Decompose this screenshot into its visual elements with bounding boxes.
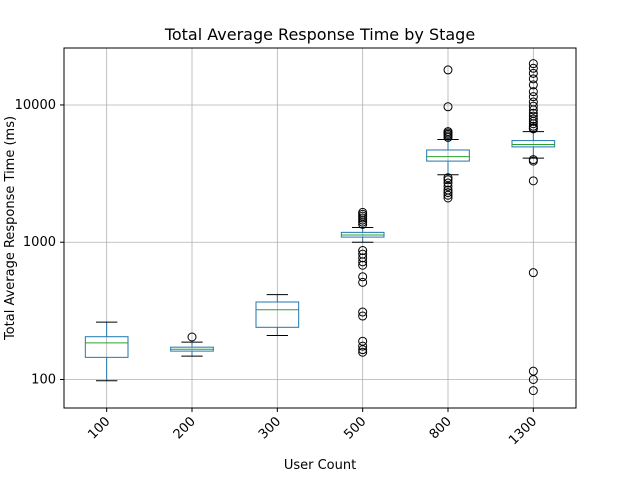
outlier-point bbox=[443, 178, 453, 188]
outlier-point bbox=[358, 347, 368, 357]
iqr-box bbox=[255, 301, 300, 328]
y-tick-label: 100 bbox=[31, 373, 56, 388]
outlier-point bbox=[358, 260, 368, 270]
outlier-point bbox=[528, 101, 538, 111]
y-axis-label: Total Average Response Time (ms) bbox=[3, 116, 18, 341]
box-group-800 bbox=[426, 65, 470, 203]
outlier-point bbox=[528, 80, 538, 90]
outlier-point bbox=[528, 375, 538, 385]
outlier-point bbox=[443, 181, 453, 191]
outlier-point bbox=[358, 307, 368, 317]
outlier-point bbox=[528, 105, 538, 115]
outlier-point bbox=[528, 63, 538, 73]
box-group-100 bbox=[84, 321, 129, 382]
grid-layer bbox=[64, 48, 576, 408]
outlier-point bbox=[528, 68, 538, 78]
outlier-point bbox=[358, 207, 368, 217]
outlier-point bbox=[528, 74, 538, 84]
outlier-point bbox=[358, 272, 368, 282]
outlier-point bbox=[443, 190, 453, 200]
iqr-box bbox=[511, 140, 556, 148]
outlier-point bbox=[443, 127, 453, 137]
outlier-point bbox=[528, 268, 538, 278]
box-group-500 bbox=[340, 207, 385, 357]
outlier-point bbox=[443, 102, 453, 112]
box-group-1300 bbox=[511, 59, 556, 396]
outlier-point bbox=[358, 277, 368, 287]
outlier-point bbox=[528, 92, 538, 102]
outlier-point bbox=[528, 87, 538, 97]
box-group-300 bbox=[255, 294, 300, 337]
outlier-point bbox=[443, 175, 453, 185]
y-tick-label: 1000 bbox=[23, 235, 56, 250]
outlier-point bbox=[528, 59, 538, 69]
y-tick-label: 10000 bbox=[15, 98, 56, 113]
x-axis-label: User Count bbox=[284, 458, 356, 473]
outlier-point bbox=[528, 124, 538, 134]
outlier-point bbox=[443, 188, 453, 198]
outlier-point bbox=[443, 65, 453, 75]
chart-title: Total Average Response Time by Stage bbox=[164, 25, 475, 44]
iqr-box bbox=[426, 149, 470, 162]
box-layer bbox=[84, 59, 556, 396]
outlier-point bbox=[358, 246, 368, 256]
outlier-point bbox=[358, 311, 368, 321]
iqr-box bbox=[84, 336, 129, 358]
outlier-point bbox=[358, 341, 368, 351]
outlier-point bbox=[187, 332, 197, 342]
outlier-point bbox=[528, 176, 538, 186]
outlier-point bbox=[528, 119, 538, 129]
outlier-point bbox=[528, 156, 538, 166]
outlier-point bbox=[358, 345, 368, 355]
outlier-point bbox=[443, 193, 453, 203]
outlier-point bbox=[528, 114, 538, 124]
outlier-point bbox=[358, 253, 368, 263]
outlier-point bbox=[528, 386, 538, 396]
box-group-200 bbox=[170, 332, 214, 357]
axes-frame bbox=[63, 47, 577, 409]
outlier-point bbox=[358, 257, 368, 267]
